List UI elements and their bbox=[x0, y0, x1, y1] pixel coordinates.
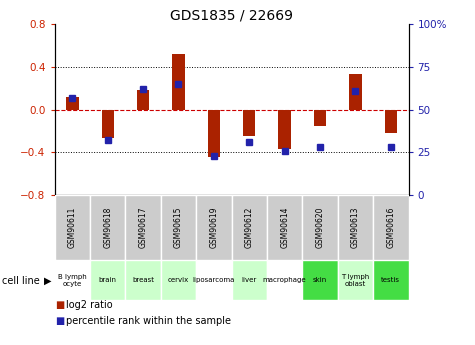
Bar bbox=[90, 195, 125, 260]
Bar bbox=[373, 195, 408, 260]
Text: macrophage: macrophage bbox=[263, 277, 306, 283]
Bar bbox=[55, 260, 90, 300]
Text: T lymph
oblast: T lymph oblast bbox=[342, 274, 370, 287]
Text: GSM90619: GSM90619 bbox=[209, 207, 218, 248]
Bar bbox=[66, 97, 78, 110]
Bar bbox=[232, 195, 267, 260]
Text: cell line: cell line bbox=[2, 276, 40, 286]
Text: liver: liver bbox=[242, 277, 257, 283]
Bar bbox=[172, 54, 185, 110]
Bar bbox=[102, 110, 114, 138]
Bar bbox=[314, 110, 326, 126]
Text: GSM90614: GSM90614 bbox=[280, 207, 289, 248]
Text: cervix: cervix bbox=[168, 277, 189, 283]
Text: percentile rank within the sample: percentile rank within the sample bbox=[66, 316, 231, 326]
Bar bbox=[137, 90, 149, 110]
Title: GDS1835 / 22669: GDS1835 / 22669 bbox=[170, 9, 293, 23]
Text: GSM90618: GSM90618 bbox=[103, 207, 112, 248]
Text: liposarcoma: liposarcoma bbox=[193, 277, 235, 283]
Bar bbox=[303, 195, 338, 260]
Bar bbox=[90, 260, 125, 300]
Bar bbox=[303, 260, 338, 300]
Bar bbox=[243, 110, 256, 136]
Text: GSM90613: GSM90613 bbox=[351, 207, 360, 248]
Bar bbox=[55, 195, 90, 260]
Text: ■: ■ bbox=[55, 300, 64, 310]
Bar bbox=[161, 195, 196, 260]
Bar bbox=[338, 195, 373, 260]
Bar bbox=[125, 260, 161, 300]
Bar bbox=[125, 195, 161, 260]
Bar bbox=[278, 110, 291, 149]
Text: GSM90620: GSM90620 bbox=[315, 207, 324, 248]
Text: ■: ■ bbox=[55, 316, 64, 326]
Text: GSM90616: GSM90616 bbox=[386, 207, 395, 248]
Bar bbox=[373, 260, 408, 300]
Bar bbox=[196, 260, 232, 300]
Bar bbox=[208, 110, 220, 157]
Text: ▶: ▶ bbox=[44, 276, 52, 286]
Bar bbox=[349, 74, 361, 110]
Bar bbox=[385, 110, 397, 133]
Text: GSM90612: GSM90612 bbox=[245, 207, 254, 248]
Text: breast: breast bbox=[132, 277, 154, 283]
Text: testis: testis bbox=[381, 277, 400, 283]
Bar bbox=[196, 195, 232, 260]
Bar bbox=[267, 195, 303, 260]
Text: GSM90617: GSM90617 bbox=[139, 207, 148, 248]
Text: B lymph
ocyte: B lymph ocyte bbox=[58, 274, 87, 287]
Bar bbox=[161, 260, 196, 300]
Text: GSM90615: GSM90615 bbox=[174, 207, 183, 248]
Bar bbox=[232, 260, 267, 300]
Text: log2 ratio: log2 ratio bbox=[66, 300, 113, 310]
Bar bbox=[267, 260, 303, 300]
Text: GSM90611: GSM90611 bbox=[68, 207, 77, 248]
Bar bbox=[338, 260, 373, 300]
Text: skin: skin bbox=[313, 277, 327, 283]
Text: brain: brain bbox=[99, 277, 117, 283]
